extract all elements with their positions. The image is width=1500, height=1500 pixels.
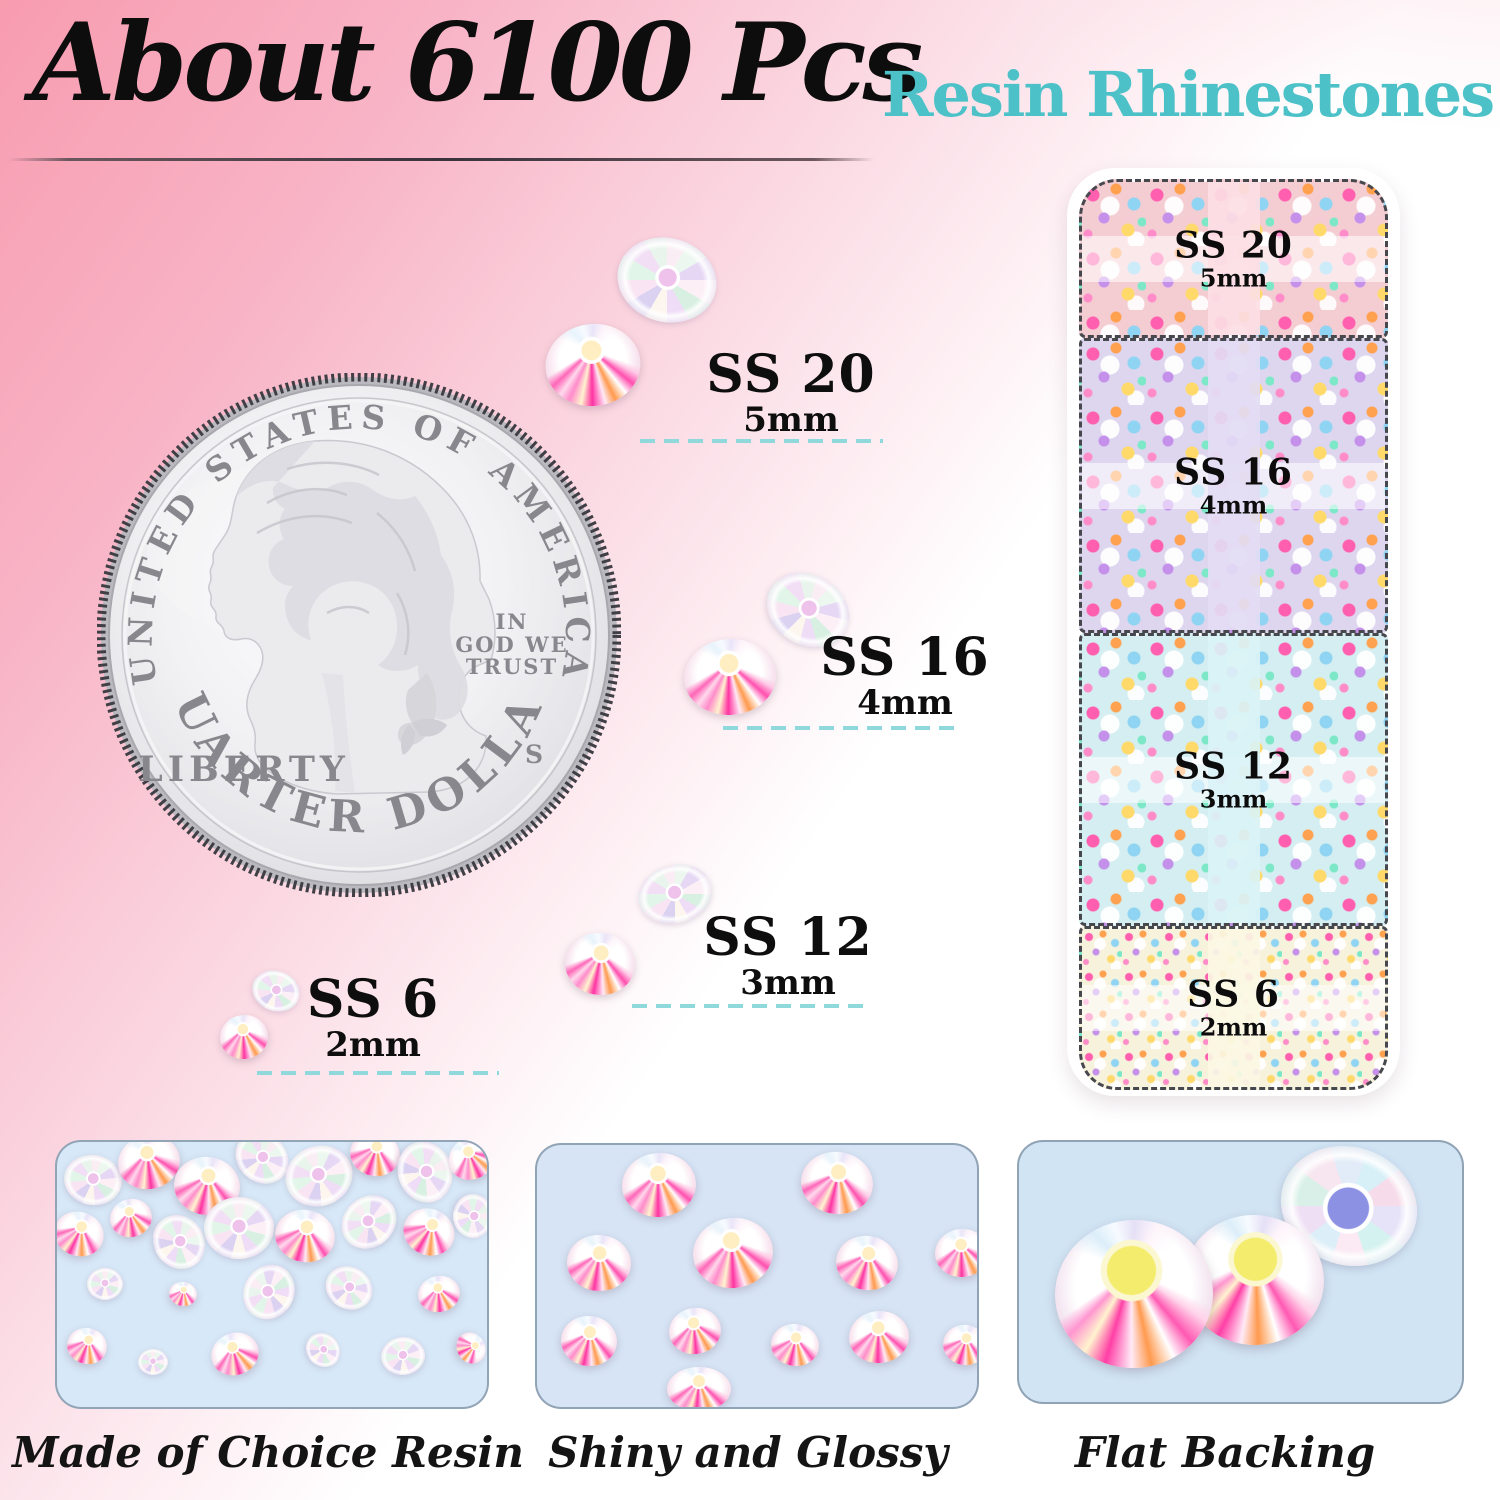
rhinestone-graphic: [270, 1204, 340, 1268]
rhinestone-graphic: [450, 1327, 487, 1369]
box-label-ss20: SS 20 5mm: [1174, 224, 1293, 292]
size-label-ss6: SS 6 2mm: [306, 969, 440, 1065]
rhinestone-graphic: [1047, 1212, 1221, 1376]
box-section-ss6: SS 6 2mm: [1079, 926, 1388, 1090]
rhinestone-graphic: [204, 1197, 274, 1259]
rhinestone-graphic: [317, 1257, 381, 1319]
rhinestone-ss16-side: [681, 635, 779, 719]
coin-reeded-edge: [97, 373, 621, 897]
dashed-divider-ss6: [257, 1071, 499, 1075]
dashed-divider-ss12: [632, 1004, 872, 1008]
feature-photo-resin: [55, 1140, 489, 1409]
rhinestone-graphic: [57, 1204, 111, 1264]
coin-liberty-text: LIBERTY: [138, 749, 350, 790]
box-label-ss16: SS 16 4mm: [1174, 451, 1293, 519]
rhinestone-graphic: [87, 1268, 123, 1300]
size-name: SS 6: [306, 969, 440, 1030]
rhinestone-graphic: [688, 1212, 778, 1294]
washington-bust: [208, 439, 496, 795]
dashed-divider-ss20: [640, 439, 883, 443]
size-mm: 4mm: [857, 683, 953, 723]
rhinestone-graphic: [768, 1320, 822, 1370]
box-column-divider: [1207, 341, 1260, 630]
page-title: About 6100 Pcs: [32, 0, 923, 126]
feature-photo-flat-backing: [1017, 1140, 1464, 1404]
dashed-divider-ss16: [723, 726, 961, 730]
feature-caption-backing: Flat Backing: [1074, 1428, 1376, 1477]
rhinestone-graphic: [667, 1367, 731, 1407]
size-label-ss20: SS 20 5mm: [706, 344, 876, 440]
rhinestone-graphic: [453, 1194, 487, 1238]
size-label-ss16: SS 16 4mm: [820, 627, 990, 723]
feature-caption-glossy: Shiny and Glossy: [548, 1428, 948, 1477]
rhinestone-graphic: [233, 1255, 305, 1329]
rhinestone-graphic: [932, 1226, 977, 1280]
box-section-ss16: SS 16 4mm: [1079, 338, 1388, 633]
rhinestone-graphic: [565, 1232, 633, 1294]
size-name: SS 20: [706, 344, 876, 405]
box-label-ss6: SS 6 2mm: [1187, 973, 1280, 1042]
box-section-ss12: SS 12 3mm: [1079, 633, 1388, 926]
page-subtitle: Resin Rhinestones: [882, 58, 1495, 131]
rhinestone-graphic: [142, 1204, 216, 1280]
box-column-divider: [1207, 182, 1260, 335]
rhinestone-graphic: [558, 1313, 620, 1369]
rhinestone-graphic: [276, 1142, 362, 1216]
rhinestone-graphic: [831, 1231, 903, 1295]
rhinestone-ss20-top: [607, 226, 727, 334]
feature-caption-resin: Made of Choice Resin: [12, 1428, 524, 1477]
rhinestone-graphic: [415, 1272, 463, 1316]
rhinestone-graphic: [379, 1335, 427, 1377]
size-label-ss12: SS 12 3mm: [703, 907, 873, 1003]
rhinestone-ss6-top: [246, 963, 306, 1019]
box-label-ss12: SS 12 3mm: [1174, 745, 1293, 813]
rhinestone-graphic: [939, 1320, 977, 1370]
coin-motto-line1: IN: [495, 609, 528, 634]
title-underline: [8, 158, 874, 161]
feature-photo-glossy: [535, 1143, 979, 1409]
size-mm: 2mm: [325, 1025, 421, 1065]
rhinestone-graphic: [60, 1150, 126, 1210]
box-column-divider: [1207, 636, 1260, 923]
rhinestone-graphic: [395, 1200, 463, 1264]
rhinestone-graphic: [298, 1325, 348, 1375]
box-column-divider: [1207, 929, 1260, 1087]
size-name: SS 16: [820, 627, 990, 688]
size-mm: 3mm: [740, 963, 836, 1003]
size-name: SS 12: [703, 907, 873, 968]
storage-box-graphic: SS 20 5mm SS 16 4mm SS 12 3mm SS 6: [1067, 168, 1400, 1096]
rhinestone-graphic: [619, 1149, 699, 1221]
coin-motto-line2: GOD WE: [455, 632, 568, 657]
rhinestone-graphic: [167, 1279, 199, 1309]
size-mm: 5mm: [743, 400, 839, 440]
rhinestone-ss12-side: [561, 929, 639, 999]
rhinestone-graphic: [665, 1303, 725, 1359]
quarter-coin-graphic: UNITED STATES OF AMERICA QUARTER DOLLAR …: [97, 373, 621, 897]
rhinestone-graphic: [797, 1147, 877, 1219]
rhinestone-graphic: [138, 1349, 168, 1375]
rhinestone-graphic: [63, 1323, 111, 1369]
rhinestone-graphic: [205, 1326, 265, 1382]
rhinestone-graphic: [345, 1142, 405, 1182]
rhinestone-graphic: [847, 1308, 911, 1366]
coin-motto-line3: TRUST: [466, 654, 558, 679]
rhinestone-ss6-side: [217, 1011, 271, 1063]
rhinestone-graphic: [105, 1194, 157, 1242]
box-section-ss20: SS 20 5mm: [1079, 179, 1388, 338]
coin-mint-mark: S: [525, 740, 543, 769]
